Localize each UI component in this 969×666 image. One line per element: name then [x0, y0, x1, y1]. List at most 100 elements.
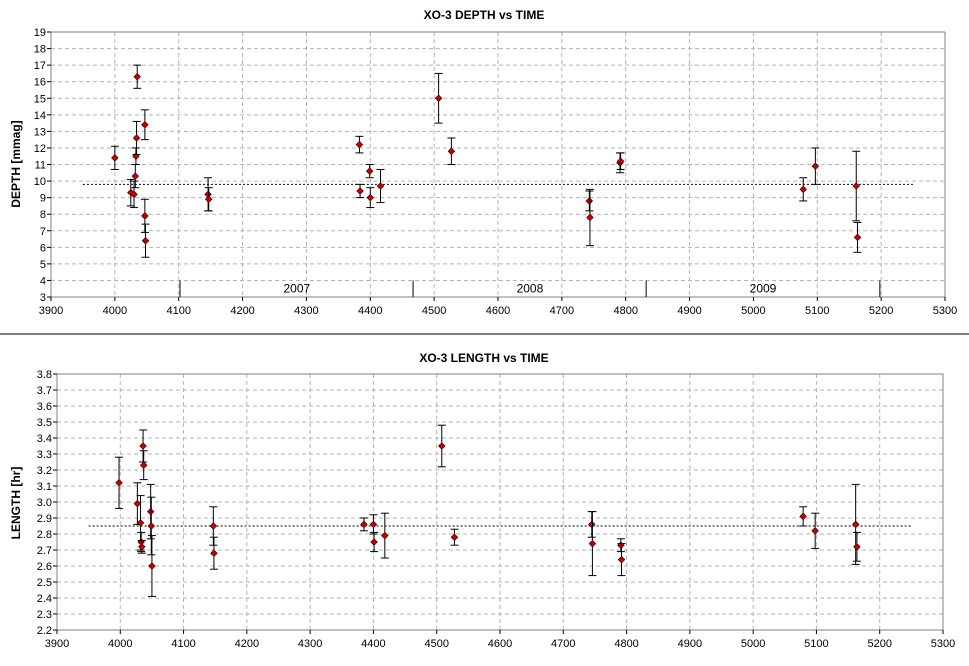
- y-tick-label: 2.5: [37, 577, 52, 589]
- data-point: [852, 182, 861, 190]
- data-point: [148, 562, 156, 570]
- y-axis-label: DEPTH [mmag]: [9, 120, 23, 207]
- data-point: [147, 522, 156, 530]
- x-tick-label: 4400: [361, 638, 385, 650]
- y-tick-label: 3.3: [37, 449, 52, 461]
- data-point: [853, 233, 862, 242]
- data-point: [356, 187, 364, 195]
- data-point: [139, 461, 148, 469]
- data-point: [204, 195, 213, 204]
- y-tick-label: 3.6: [37, 401, 52, 413]
- x-tick-label: 4800: [613, 305, 637, 317]
- y-tick-label: 8: [40, 209, 46, 221]
- y-tick-label: 16: [34, 77, 46, 89]
- y-axis-label: LENGTH [hr]: [9, 467, 23, 540]
- y-tick-label: 3.0: [37, 497, 52, 509]
- data-point: [209, 522, 218, 530]
- x-tick-label: 4100: [166, 305, 190, 317]
- x-tick-label: 4400: [358, 305, 382, 317]
- y-tick-label: 2.2: [37, 625, 52, 637]
- y-tick-label: 2.6: [37, 561, 52, 573]
- data-point: [585, 197, 594, 205]
- data-point: [115, 479, 123, 487]
- data-point: [369, 520, 378, 529]
- x-tick-label: 5200: [869, 305, 893, 317]
- x-tick-label: 4300: [298, 638, 322, 650]
- y-tick-label: 3.5: [37, 417, 52, 429]
- data-point: [360, 520, 368, 529]
- data-point: [376, 182, 385, 190]
- data-point: [799, 512, 807, 521]
- y-tick-label: 13: [34, 126, 46, 138]
- data-point: [370, 538, 378, 546]
- y-tick-label: 2.8: [37, 529, 52, 541]
- data-point: [355, 140, 364, 149]
- y-tick-label: 15: [34, 93, 46, 105]
- data-point: [616, 157, 625, 165]
- x-tick-label: 5000: [741, 305, 765, 317]
- x-tick-label: 4500: [422, 305, 446, 317]
- data-point: [138, 543, 146, 551]
- x-tick-label: 4500: [424, 638, 448, 650]
- data-point: [365, 167, 374, 175]
- x-tick-label: 4900: [677, 305, 701, 317]
- y-tick-label: 10: [34, 176, 46, 188]
- x-tick-label: 4600: [488, 638, 512, 650]
- y-tick-label: 2.3: [37, 609, 52, 621]
- data-point: [133, 499, 142, 508]
- y-tick-label: 7: [40, 226, 46, 238]
- year-label: 2009: [750, 282, 777, 296]
- y-tick-label: 3.4: [37, 433, 52, 445]
- y-tick-label: 11: [35, 160, 46, 172]
- data-point: [799, 185, 808, 194]
- y-tick-label: 3: [40, 292, 46, 304]
- y-tick-label: 5: [40, 259, 46, 271]
- y-tick-label: 19: [34, 27, 46, 39]
- y-tick-label: 3.1: [37, 481, 52, 493]
- y-tick-label: 6: [40, 242, 46, 254]
- x-tick-label: 4600: [486, 305, 510, 317]
- x-tick-label: 3900: [45, 638, 69, 650]
- data-point: [111, 154, 119, 162]
- year-label: 2007: [283, 282, 310, 296]
- data-point: [434, 94, 443, 103]
- data-point: [811, 162, 820, 170]
- data-point: [141, 120, 149, 129]
- depth-chart: 3900 4000 4100 4200 4300 4400 4500 4600 4700 4800…: [9, 8, 957, 317]
- data-point: [141, 236, 150, 245]
- data-point: [588, 539, 597, 548]
- x-tick-label: 3900: [39, 305, 63, 317]
- chart-title: XO-3 LENGTH vs TIME: [419, 351, 548, 365]
- chart-title: XO-3 DEPTH vs TIME: [424, 8, 545, 22]
- data-point: [438, 442, 446, 450]
- x-tick-label: 5000: [741, 638, 765, 650]
- data-point: [131, 172, 140, 180]
- data-point: [450, 533, 459, 541]
- y-tick-label: 9: [40, 193, 46, 205]
- y-tick-label: 17: [34, 60, 46, 72]
- data-point: [587, 520, 596, 529]
- y-tick-label: 14: [34, 110, 46, 122]
- data-point: [139, 442, 147, 450]
- length-chart: 3900 4000 4100 4200 4300 4400 4500 4600 4700 4800…: [9, 351, 955, 650]
- x-tick-label: 5100: [805, 305, 829, 317]
- y-tick-label: 12: [34, 143, 46, 155]
- x-tick-label: 5300: [931, 638, 955, 650]
- data-point: [130, 190, 138, 199]
- x-tick-label: 4900: [678, 638, 702, 650]
- x-tick-label: 4000: [103, 305, 127, 317]
- data-point: [447, 147, 456, 156]
- y-tick-label: 4: [40, 275, 46, 287]
- data-point: [133, 72, 141, 81]
- data-point: [617, 555, 626, 564]
- y-tick-label: 2.9: [37, 513, 52, 525]
- x-tick-label: 4100: [171, 638, 195, 650]
- x-tick-label: 5300: [933, 305, 957, 317]
- x-tick-label: 5100: [804, 638, 828, 650]
- y-tick-label: 3.2: [37, 465, 52, 477]
- year-label: 2008: [517, 282, 544, 296]
- x-tick-label: 4200: [235, 638, 259, 650]
- data-point: [141, 212, 149, 220]
- data-point: [586, 213, 594, 222]
- x-tick-label: 4200: [230, 305, 254, 317]
